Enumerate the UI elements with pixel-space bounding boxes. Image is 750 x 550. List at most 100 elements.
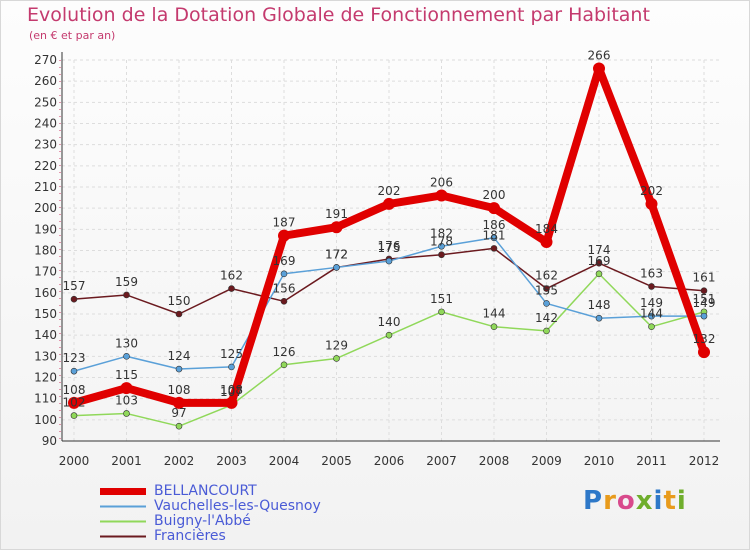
- y-tick-label: 270: [34, 53, 57, 67]
- data-point: [595, 270, 603, 278]
- data-point: [68, 396, 80, 409]
- data-label: 132: [693, 332, 716, 346]
- data-label: 176: [378, 239, 401, 253]
- data-label: 172: [325, 247, 348, 261]
- legend-label-bellancourt: BELLANCOURT: [154, 483, 257, 499]
- logo-letter: x: [635, 486, 654, 516]
- y-tick-label: 140: [34, 328, 57, 342]
- data-point: [648, 283, 655, 290]
- legend-item-bellancourt: BELLANCOURT: [98, 484, 321, 499]
- data-point: [70, 295, 78, 303]
- legend: BELLANCOURT Vauchelles-les-Quesnoy Buign…: [98, 484, 321, 544]
- data-point: [123, 353, 130, 360]
- data-point: [543, 285, 550, 292]
- data-label: 157: [63, 279, 86, 293]
- logo-letter: i: [653, 486, 664, 516]
- y-tick-label: 180: [34, 244, 57, 258]
- data-point: [383, 197, 395, 210]
- y-tick-label: 90: [42, 434, 57, 448]
- data-point: [490, 234, 498, 242]
- data-point: [123, 410, 130, 417]
- x-tick-label: 2006: [374, 454, 405, 468]
- data-label: 129: [325, 338, 348, 352]
- y-tick-label: 120: [34, 371, 57, 385]
- legend-swatch-buigny: [100, 520, 146, 523]
- legend-item-vauchelles: Vauchelles-les-Quesnoy: [98, 499, 321, 514]
- y-tick-label: 150: [34, 307, 57, 321]
- data-point: [175, 310, 183, 318]
- x-tick-label: 2007: [426, 454, 457, 468]
- data-point: [438, 242, 445, 250]
- data-label: 102: [63, 396, 86, 410]
- data-label: 156: [273, 281, 296, 295]
- data-label: 187: [273, 216, 296, 230]
- y-tick-label: 130: [34, 349, 57, 363]
- data-point: [70, 412, 78, 419]
- data-point: [330, 221, 343, 234]
- data-point: [595, 259, 603, 267]
- data-point: [278, 229, 290, 242]
- y-tick-label: 210: [34, 180, 57, 194]
- x-tick-label: 2011: [636, 454, 667, 468]
- data-label: 159: [115, 275, 138, 289]
- y-tick-label: 250: [34, 95, 57, 109]
- data-point: [700, 312, 708, 320]
- data-label: 172: [325, 247, 348, 261]
- data-point: [490, 245, 498, 252]
- y-tick-label: 160: [34, 286, 57, 300]
- data-label: 108: [168, 383, 191, 397]
- data-label: 162: [535, 269, 558, 283]
- data-point: [70, 367, 78, 375]
- x-tick-label: 2004: [269, 454, 300, 468]
- y-tick-label: 240: [34, 117, 57, 131]
- legend-label-vauchelles: Vauchelles-les-Quesnoy: [154, 498, 321, 514]
- data-label: 175: [378, 241, 401, 255]
- data-point: [698, 346, 710, 359]
- logo-letter: t: [663, 486, 677, 516]
- y-tick-label: 100: [34, 413, 57, 427]
- data-label: 108: [220, 383, 243, 397]
- legend-label-buigny: Buigny-l'Abbé: [154, 513, 251, 529]
- data-point: [435, 189, 448, 202]
- data-point: [228, 285, 235, 292]
- data-label: 151: [693, 292, 716, 306]
- data-label: 144: [640, 307, 663, 321]
- proxiti-logo: Proxiti: [583, 486, 687, 516]
- data-point: [280, 297, 288, 305]
- data-label: 200: [483, 188, 506, 202]
- data-point: [173, 396, 185, 409]
- data-label: 103: [115, 393, 138, 407]
- data-label: 155: [535, 283, 558, 297]
- data-point: [648, 312, 655, 320]
- data-label: 107: [220, 385, 243, 399]
- logo-letter: o: [616, 486, 636, 516]
- data-label: 266: [588, 48, 611, 62]
- data-point: [280, 270, 288, 278]
- x-tick-label: 2000: [59, 454, 90, 468]
- legend-swatch-francieres: [100, 535, 146, 538]
- data-point: [700, 287, 708, 295]
- data-point: [280, 361, 288, 369]
- data-label: 126: [273, 345, 296, 359]
- data-label: 181: [483, 228, 506, 242]
- data-label: 178: [430, 235, 453, 249]
- data-label: 186: [483, 218, 506, 232]
- x-tick-label: 2003: [216, 454, 247, 468]
- data-label: 123: [63, 351, 86, 365]
- data-point: [593, 62, 605, 75]
- x-tick-label: 2005: [321, 454, 352, 468]
- x-tick-label: 2001: [111, 454, 142, 468]
- y-tick-label: 260: [34, 74, 57, 88]
- data-label: 149: [693, 296, 716, 310]
- data-point: [225, 396, 238, 409]
- logo-letter: r: [603, 486, 617, 516]
- data-label: 163: [640, 266, 663, 280]
- data-label: 150: [168, 294, 191, 308]
- y-tick-label: 170: [34, 265, 57, 279]
- data-label: 184: [535, 222, 558, 236]
- legend-swatch-bellancourt: [100, 488, 146, 495]
- y-tick-label: 110: [34, 392, 57, 406]
- data-label: 108: [63, 383, 86, 397]
- data-label: 206: [430, 175, 453, 189]
